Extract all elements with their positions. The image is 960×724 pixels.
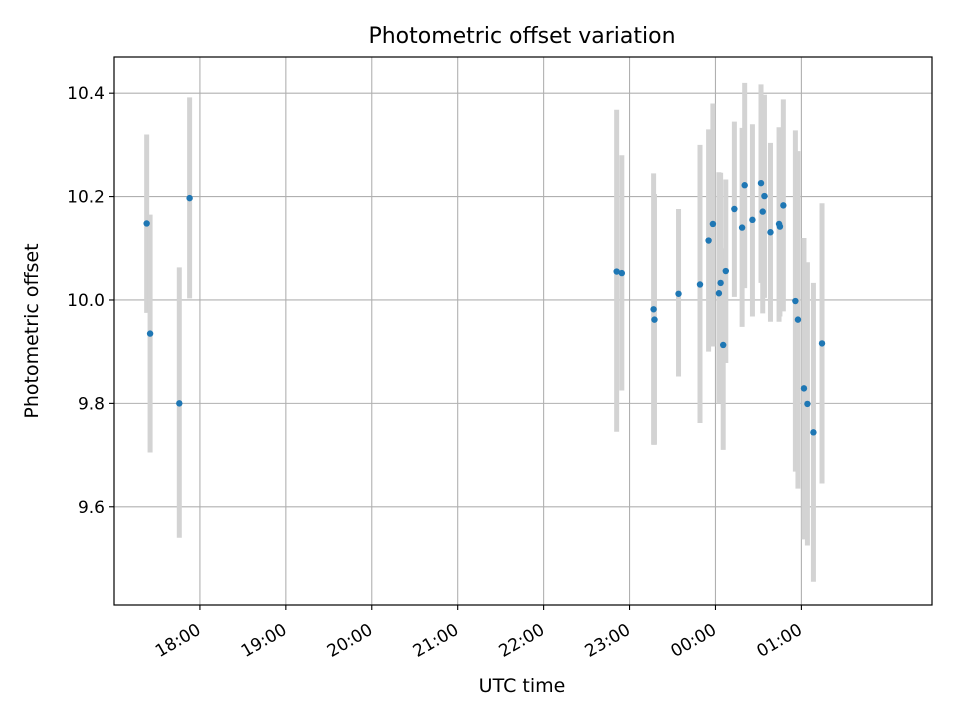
data-point	[757, 179, 765, 187]
y-axis-label: Photometric offset	[21, 243, 43, 418]
data-point	[709, 220, 717, 228]
data-point	[804, 400, 811, 408]
y-tick-label: 10.0	[67, 291, 105, 311]
chart-title: Photometric offset variation	[368, 24, 675, 49]
data-point	[705, 237, 712, 244]
data-point	[618, 269, 626, 277]
data-point	[792, 297, 799, 305]
data-point	[810, 429, 817, 436]
y-tick-label: 10.2	[67, 188, 105, 208]
data-point	[186, 194, 193, 202]
y-tick-label: 10.4	[67, 84, 105, 104]
data-point	[696, 281, 704, 288]
data-point	[720, 341, 727, 349]
data-point	[715, 290, 723, 297]
data-point	[176, 400, 183, 407]
data-point	[749, 216, 756, 224]
data-point	[613, 268, 620, 275]
data-point	[675, 290, 682, 297]
y-tick-label: 9.6	[78, 498, 105, 518]
data-point	[146, 330, 154, 337]
data-point	[651, 316, 658, 323]
data-point	[722, 267, 729, 275]
data-point	[794, 316, 802, 323]
data-point	[818, 340, 826, 347]
data-point	[650, 306, 657, 313]
data-point	[780, 202, 787, 209]
data-point	[717, 279, 724, 287]
x-axis-label: UTC time	[479, 675, 566, 697]
data-point	[738, 224, 746, 231]
plot-frame	[113, 56, 933, 606]
y-tick-label: 9.8	[78, 394, 105, 414]
data-point	[800, 385, 808, 392]
point-layer	[143, 179, 826, 436]
data-point	[759, 208, 766, 215]
data-point	[143, 220, 150, 227]
data-point	[761, 192, 768, 200]
data-point	[731, 205, 738, 213]
data-point	[776, 223, 784, 230]
data-point	[767, 229, 774, 236]
data-point	[741, 182, 748, 189]
